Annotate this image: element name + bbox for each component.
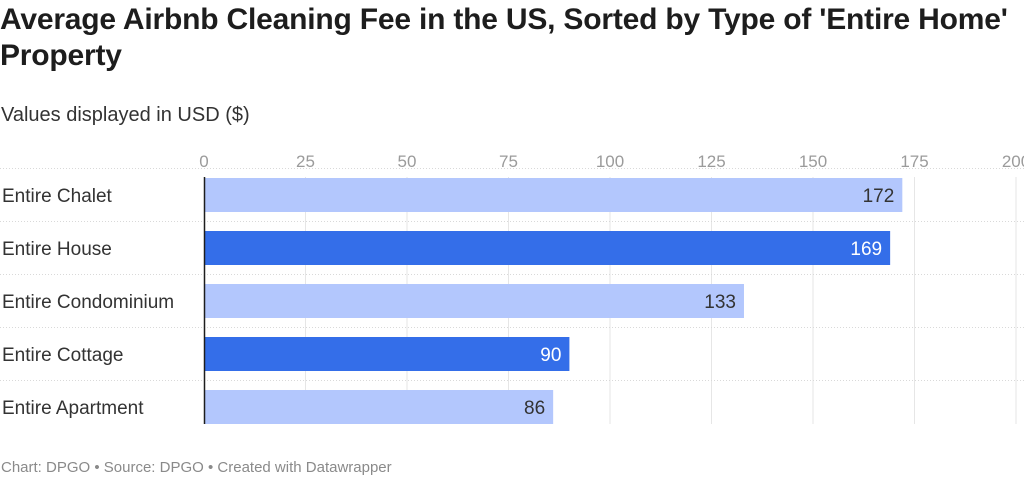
x-tick-label: 125 — [697, 152, 725, 171]
value-label: 169 — [850, 239, 882, 260]
category-label: Entire Chalet — [2, 186, 113, 207]
chart-subtitle: Values displayed in USD ($) — [1, 104, 250, 126]
bar-chart-svg: 0 25 50 75 100 125 150 175 200 Entire Chalet 172 En… — [0, 152, 1024, 424]
bar — [204, 231, 891, 265]
value-label: 90 — [540, 345, 561, 366]
bar — [204, 337, 570, 371]
chart-title: Average Airbnb Cleaning Fee in the US, S… — [0, 3, 1008, 72]
x-tick-label: 0 — [199, 152, 208, 171]
category-label: Entire Condominium — [2, 292, 174, 313]
x-tick-label: 150 — [799, 152, 827, 171]
chart-footer: Chart: DPGO • Source: DPGO • Created wit… — [1, 459, 392, 476]
x-tick-label: 25 — [296, 152, 315, 171]
bar-chart: 0 25 50 75 100 125 150 175 200 Entire Chalet 172 En… — [0, 140, 1024, 440]
x-tick-label: 75 — [499, 152, 518, 171]
x-tick-label: 100 — [596, 152, 624, 171]
x-tick-label: 175 — [900, 152, 928, 171]
x-tick-label: 50 — [398, 152, 417, 171]
bar — [204, 178, 903, 212]
category-label: Entire Cottage — [2, 345, 123, 366]
x-tick-label: 200 — [1002, 152, 1024, 171]
value-label: 86 — [524, 398, 545, 419]
bar — [204, 284, 744, 318]
bar — [204, 390, 554, 424]
category-label: Entire Apartment — [2, 398, 144, 419]
value-label: 172 — [863, 186, 895, 207]
category-label: Entire House — [2, 239, 112, 260]
value-label: 133 — [704, 292, 736, 313]
